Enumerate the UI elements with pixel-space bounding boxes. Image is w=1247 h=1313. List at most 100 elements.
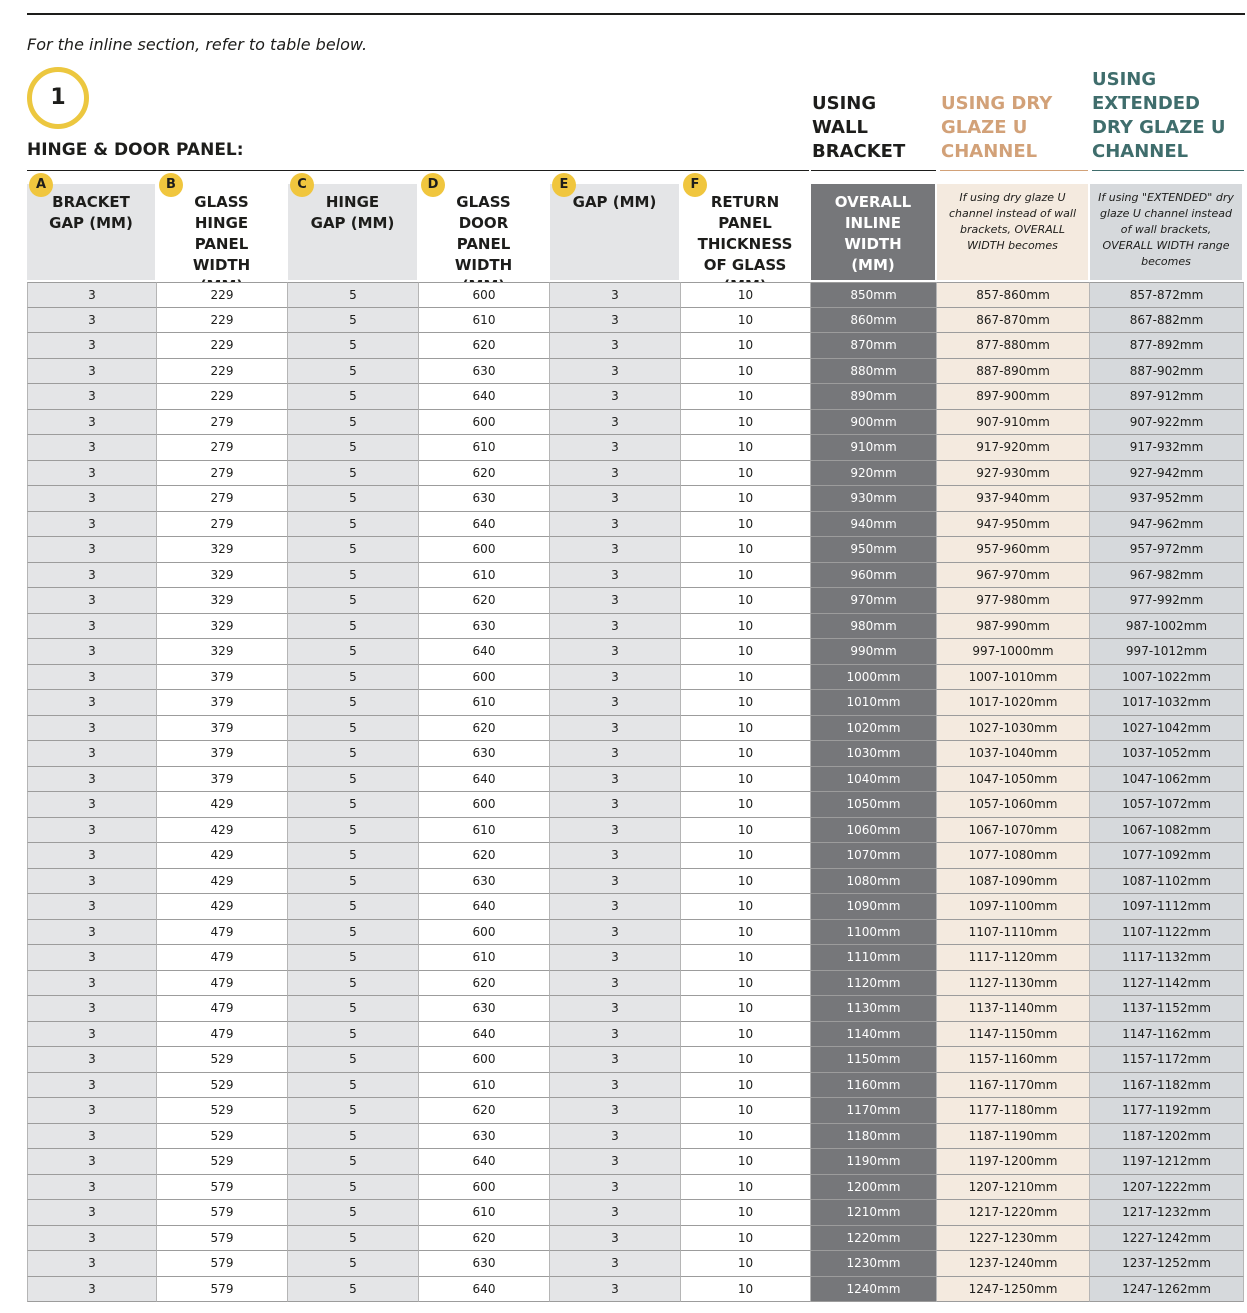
table-cell: 1210mm bbox=[811, 1200, 937, 1226]
table-cell: 3 bbox=[550, 409, 681, 435]
table-cell: 5 bbox=[288, 409, 419, 435]
table-cell: 3 bbox=[27, 613, 157, 639]
table-cell: 997-1000mm bbox=[937, 639, 1090, 665]
table-cell: 429 bbox=[157, 868, 288, 894]
column-badge: B bbox=[159, 173, 183, 197]
table-cell: 1127-1130mm bbox=[937, 970, 1090, 996]
table-cell: 5 bbox=[288, 996, 419, 1022]
table-cell: 579 bbox=[157, 1276, 288, 1302]
table-cell: 977-992mm bbox=[1090, 588, 1244, 614]
table-cell: 3 bbox=[550, 919, 681, 945]
table-cell: 3 bbox=[550, 486, 681, 512]
table-cell: 229 bbox=[157, 384, 288, 410]
table-cell: 229 bbox=[157, 307, 288, 333]
table-cell: 5 bbox=[288, 562, 419, 588]
table-cell: 600 bbox=[419, 409, 550, 435]
table-cell: 10 bbox=[681, 1225, 811, 1251]
table-cell: 1027-1030mm bbox=[937, 715, 1090, 741]
table-cell: 3 bbox=[27, 358, 157, 384]
table-cell: 379 bbox=[157, 715, 288, 741]
table-cell: 5 bbox=[288, 613, 419, 639]
table-cell: 1037-1052mm bbox=[1090, 741, 1244, 767]
table-cell: 887-902mm bbox=[1090, 358, 1244, 384]
table-cell: 1237-1252mm bbox=[1090, 1251, 1244, 1277]
table-cell: 10 bbox=[681, 562, 811, 588]
table-cell: 640 bbox=[419, 766, 550, 792]
table-cell: 5 bbox=[288, 894, 419, 920]
table-cell: 3 bbox=[550, 817, 681, 843]
table-cell: 1090mm bbox=[811, 894, 937, 920]
table-cell: 5 bbox=[288, 1047, 419, 1073]
table-cell: 329 bbox=[157, 562, 288, 588]
group-header: USING EXTENDED DRY GLAZE U CHANNEL bbox=[1092, 69, 1226, 162]
table-cell: 3 bbox=[550, 894, 681, 920]
table-cell: 927-942mm bbox=[1090, 460, 1244, 486]
table-cell: 920mm bbox=[811, 460, 937, 486]
table-cell: 1177-1180mm bbox=[937, 1098, 1090, 1124]
table-cell: 10 bbox=[681, 588, 811, 614]
table-cell: 3 bbox=[27, 792, 157, 818]
table-cell: 3 bbox=[550, 562, 681, 588]
table-cell: 329 bbox=[157, 588, 288, 614]
table-cell: 857-860mm bbox=[937, 282, 1090, 308]
table-cell: 10 bbox=[681, 1123, 811, 1149]
table-cell: 1247-1250mm bbox=[937, 1276, 1090, 1302]
rule bbox=[27, 170, 809, 171]
table-cell: 980mm bbox=[811, 613, 937, 639]
table-cell: 3 bbox=[27, 1200, 157, 1226]
table-cell: 1230mm bbox=[811, 1251, 937, 1277]
table-cell: 10 bbox=[681, 766, 811, 792]
table-cell: 1167-1170mm bbox=[937, 1072, 1090, 1098]
table-cell: 10 bbox=[681, 919, 811, 945]
section-title: HINGE & DOOR PANEL: bbox=[27, 140, 244, 160]
table-cell: 1037-1040mm bbox=[937, 741, 1090, 767]
table-cell: 579 bbox=[157, 1225, 288, 1251]
table-cell: 5 bbox=[288, 1123, 419, 1149]
table-cell: 1247-1262mm bbox=[1090, 1276, 1244, 1302]
table-cell: 3 bbox=[550, 1123, 681, 1149]
table-cell: 1110mm bbox=[811, 945, 937, 971]
table-cell: 3 bbox=[27, 1098, 157, 1124]
table-cell: 3 bbox=[550, 1200, 681, 1226]
table-cell: 1047-1062mm bbox=[1090, 766, 1244, 792]
table-cell: 3 bbox=[550, 639, 681, 665]
table-cell: 1197-1200mm bbox=[937, 1149, 1090, 1175]
table-cell: 1010mm bbox=[811, 690, 937, 716]
table-cell: 3 bbox=[550, 358, 681, 384]
table-cell: 3 bbox=[550, 843, 681, 869]
table-cell: 479 bbox=[157, 945, 288, 971]
table-cell: 620 bbox=[419, 333, 550, 359]
table-cell: 600 bbox=[419, 537, 550, 563]
table-cell: 3 bbox=[27, 741, 157, 767]
table-cell: 10 bbox=[681, 945, 811, 971]
table-cell: 10 bbox=[681, 409, 811, 435]
column-header: GLASS HINGE PANEL WIDTH (MM) bbox=[157, 184, 286, 295]
column-header: OVERALL INLINE WIDTH (MM) bbox=[811, 184, 935, 280]
table-cell: 1107-1122mm bbox=[1090, 919, 1244, 945]
table-cell: 3 bbox=[27, 435, 157, 461]
table-cell: 1207-1210mm bbox=[937, 1174, 1090, 1200]
table-cell: 3 bbox=[27, 409, 157, 435]
column-badge: F bbox=[683, 173, 707, 197]
table-cell: 10 bbox=[681, 358, 811, 384]
table-cell: 640 bbox=[419, 894, 550, 920]
table-cell: 1007-1022mm bbox=[1090, 664, 1244, 690]
table-cell: 379 bbox=[157, 766, 288, 792]
table-cell: 5 bbox=[288, 792, 419, 818]
table-cell: 630 bbox=[419, 1123, 550, 1149]
table-cell: 279 bbox=[157, 409, 288, 435]
table-cell: 10 bbox=[681, 970, 811, 996]
table-cell: 1217-1232mm bbox=[1090, 1200, 1244, 1226]
table-cell: 610 bbox=[419, 435, 550, 461]
table-cell: 10 bbox=[681, 741, 811, 767]
table-cell: 479 bbox=[157, 919, 288, 945]
table-cell: 1097-1112mm bbox=[1090, 894, 1244, 920]
table-cell: 1140mm bbox=[811, 1021, 937, 1047]
table-cell: 600 bbox=[419, 792, 550, 818]
table-cell: 10 bbox=[681, 307, 811, 333]
table-cell: 3 bbox=[27, 766, 157, 792]
table-cell: 630 bbox=[419, 486, 550, 512]
table-cell: 1237-1240mm bbox=[937, 1251, 1090, 1277]
table-cell: 329 bbox=[157, 537, 288, 563]
table-cell: 640 bbox=[419, 1149, 550, 1175]
